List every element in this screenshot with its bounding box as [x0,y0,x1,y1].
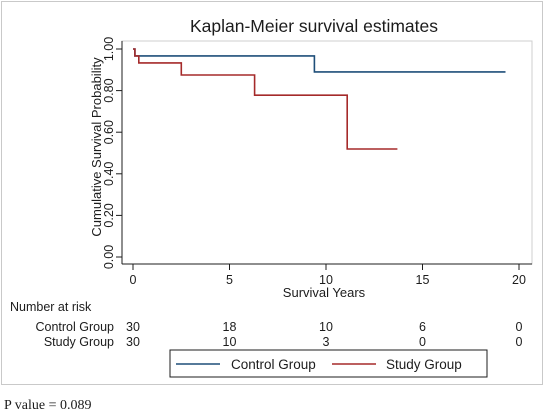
chart-frame [1,1,543,385]
risk-cell: 10 [223,335,237,349]
risk-row-label: Study Group [44,335,114,349]
risk-cell: 18 [223,320,237,334]
y-tick-label: 1.00 [102,37,116,61]
y-tick-label: 0.00 [102,245,116,269]
legend: Control Group Study Group [169,349,488,378]
legend-label-control-group: Control Group [231,357,316,372]
risk-cell: 6 [419,320,426,334]
series-line-control-group [133,48,506,73]
y-tick-label: 0.80 [102,78,116,102]
y-axis-title: Cumulative Survival Probability [89,57,104,237]
x-ticks: 0 5 10 15 20 [130,264,526,287]
x-tick-label: 15 [416,273,430,287]
risk-cell: 0 [516,335,523,349]
x-tick-label: 10 [319,273,333,287]
risk-cell: 30 [126,320,140,334]
risk-row-label: Control Group [35,320,114,334]
y-tick-label: 0.40 [102,162,116,186]
y-ticks: 0.00 0.20 0.40 0.60 0.80 1.00 [102,37,122,269]
risk-cell: 0 [419,335,426,349]
x-tick-label: 0 [130,273,137,287]
series-line-study-group [133,48,398,150]
risk-cell: 0 [516,320,523,334]
risk-cell: 3 [323,335,330,349]
risk-cell: 30 [126,335,140,349]
legend-box [169,349,488,378]
x-tick-label: 5 [226,273,233,287]
x-tick-label: 20 [512,273,526,287]
y-tick-label: 0.20 [102,203,116,227]
y-tick-label: 0.60 [102,120,116,144]
risk-table-header: Number at risk [10,300,92,314]
chart-title: Kaplan-Meier survival estimates [190,16,438,36]
p-value-footnote: P value = 0.089 [4,398,92,413]
x-axis-title: Survival Years [283,285,366,300]
legend-label-study-group: Study Group [386,357,462,372]
series-lines [133,48,506,150]
risk-cell: 10 [319,320,333,334]
